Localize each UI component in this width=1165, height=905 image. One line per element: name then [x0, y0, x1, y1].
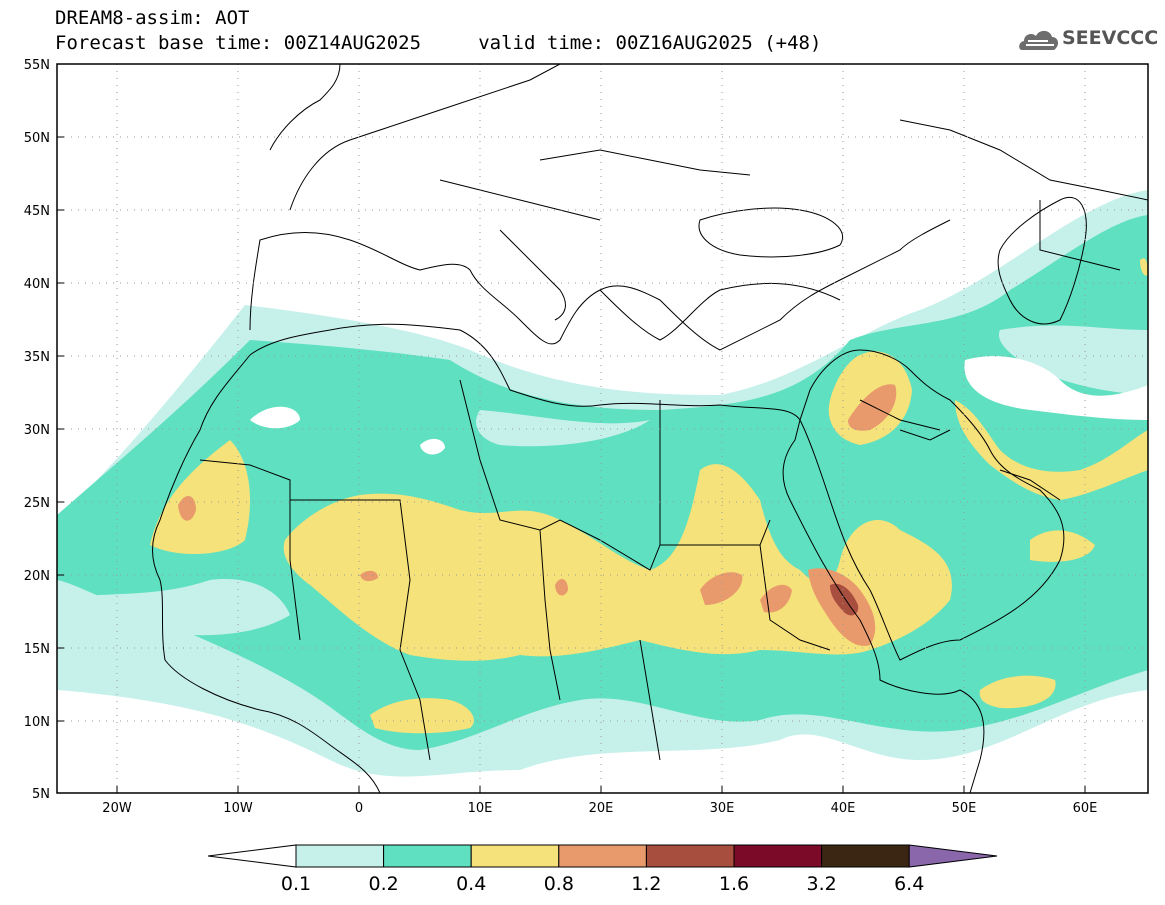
lat-label: 40N [24, 277, 50, 292]
colorbar-swatch [295, 844, 385, 868]
lat-label: 30N [24, 423, 50, 438]
colorbar-low-arrow [207, 844, 297, 868]
lon-labels: 20W 10W 0 10E 20E 30E 40E 50E 60E [102, 801, 1097, 816]
lat-label: 5N [32, 787, 50, 802]
logo-text: SEEVCCC [1062, 27, 1159, 49]
colorbar-label: 0.1 [281, 873, 311, 895]
cloud-icon [1019, 30, 1059, 50]
lon-label: 10W [223, 801, 253, 816]
colorbar-swatch [470, 844, 560, 868]
lat-label: 20N [24, 569, 50, 584]
lat-label: 25N [24, 496, 50, 511]
lon-label: 0 [355, 801, 363, 816]
lon-label: 60E [1073, 801, 1098, 816]
lat-label: 45N [24, 204, 50, 219]
lon-label: 30E [710, 801, 735, 816]
lon-label: 50E [952, 801, 977, 816]
colorbar-label: 0.4 [456, 873, 486, 895]
colorbar-swatch [821, 844, 910, 868]
lat-label: 15N [24, 642, 50, 657]
map-title: DREAM8-assim: AOT [55, 7, 250, 29]
colorbar-swatch [383, 844, 472, 868]
lon-label: 10E [468, 801, 493, 816]
colorbar-high-arrow [908, 844, 998, 868]
colorbar-label: 1.6 [719, 873, 749, 895]
colorbar-label: 0.8 [544, 873, 574, 895]
colorbar-swatch [645, 844, 735, 868]
lat-label: 55N [24, 58, 50, 73]
colorbar-label: 1.2 [631, 873, 661, 895]
lon-label: 40E [831, 801, 856, 816]
lon-label: 20W [102, 801, 132, 816]
tick-marks [57, 136, 1086, 793]
graticule [57, 64, 1148, 793]
forecast-times: Forecast base time: 00Z14AUG2025 valid t… [55, 32, 822, 54]
coastlines [152, 64, 1148, 793]
colorbar-swatch [733, 844, 823, 868]
colorbar: 0.1 0.2 0.4 0.8 1.2 1.6 3.2 6.4 [207, 844, 998, 895]
colorbar-label: 3.2 [806, 873, 836, 895]
colorbar-swatch [558, 844, 647, 868]
lat-label: 35N [24, 350, 50, 365]
lat-label: 50N [24, 131, 50, 146]
lat-labels: 55N 50N 45N 40N 35N 30N 25N 20N 15N 10N … [24, 58, 50, 802]
colorbar-label: 0.2 [368, 873, 398, 895]
aot-field [57, 190, 1148, 777]
lat-label: 10N [24, 715, 50, 730]
colorbar-label: 6.4 [894, 873, 924, 895]
lon-label: 20E [589, 801, 614, 816]
